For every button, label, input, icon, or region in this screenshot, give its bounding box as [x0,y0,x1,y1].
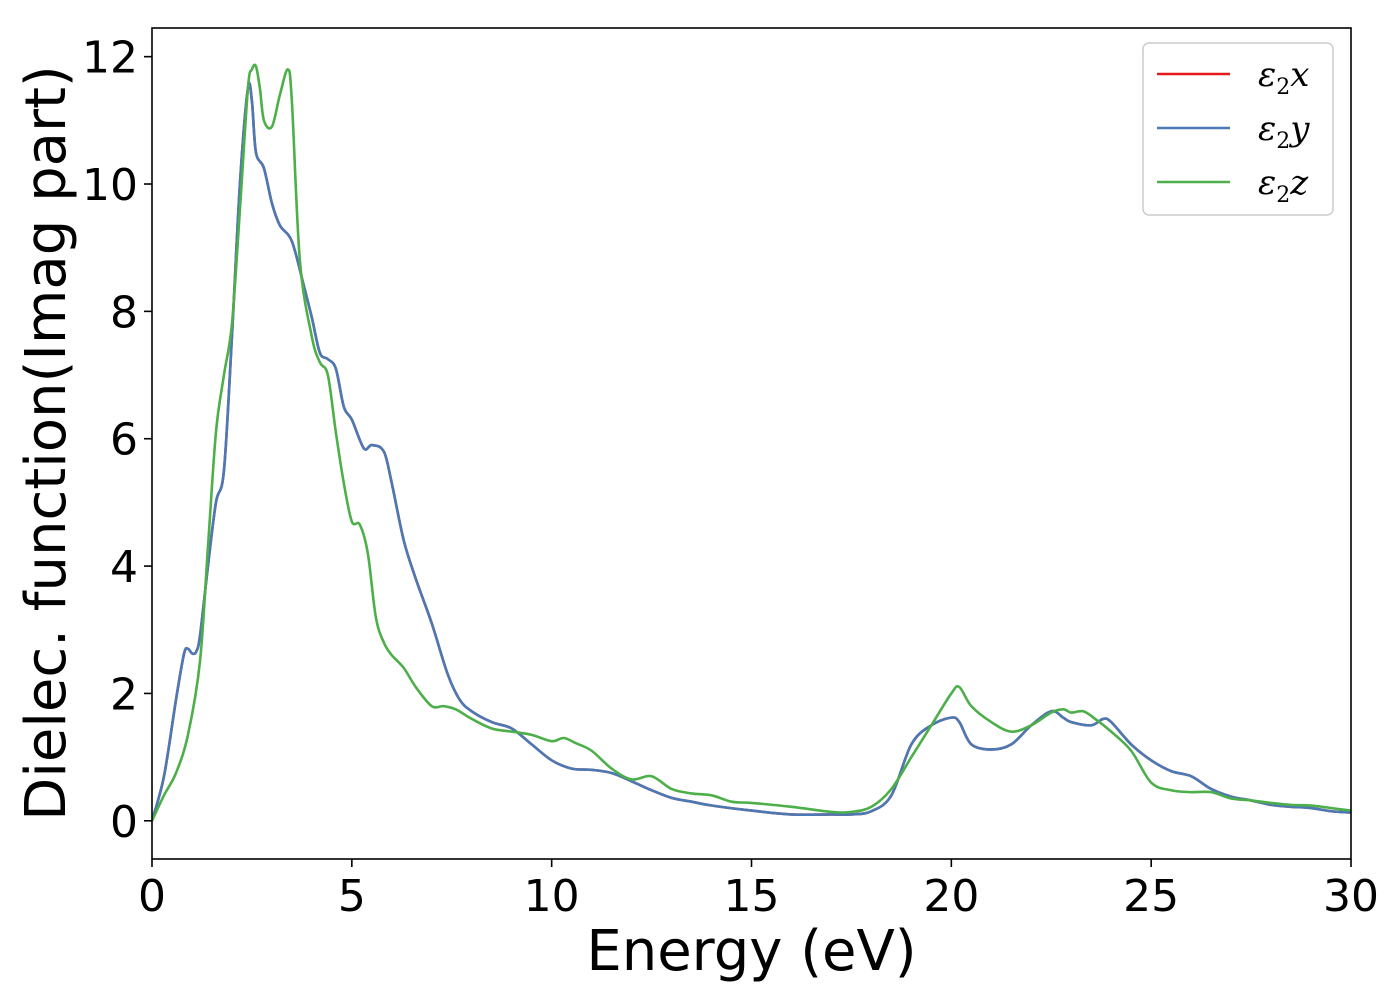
y-tick-label: 8 [110,287,138,338]
y-tick-label: 10 [82,160,138,211]
y-tick-label: 4 [110,542,138,593]
legend-label-y: ε2y [1258,109,1310,154]
series-layer [152,63,1351,822]
x-tick-label: 25 [1123,871,1179,922]
y-axis-title: Dielec. function(Imag part) [14,65,79,821]
legend-box [1142,42,1334,216]
y-tick-label: 0 [110,797,138,848]
x-axis-title: Energy (eV) [586,919,916,984]
legend-label-z: ε2z [1258,163,1309,208]
x-tick-label: 15 [724,871,780,922]
x-tick-label: 5 [338,871,366,922]
y-tick-label: 2 [110,669,138,720]
y-tick-label: 6 [110,415,138,466]
y-axis-ticks: 0 2 4 6 8 10 12 [82,33,152,848]
x-tick-label: 20 [923,871,979,922]
y-tick-label: 12 [82,33,138,84]
series-line-y [152,81,1351,822]
x-axis-ticks: 0 5 10 15 20 25 30 [138,859,1379,922]
x-tick-label: 30 [1323,871,1379,922]
legend: ε2x ε2y ε2z [1142,42,1334,216]
x-tick-label: 0 [138,871,166,922]
x-tick-label: 10 [524,871,580,922]
legend-label-x: ε2x [1258,55,1309,100]
series-line-z [152,63,1351,822]
